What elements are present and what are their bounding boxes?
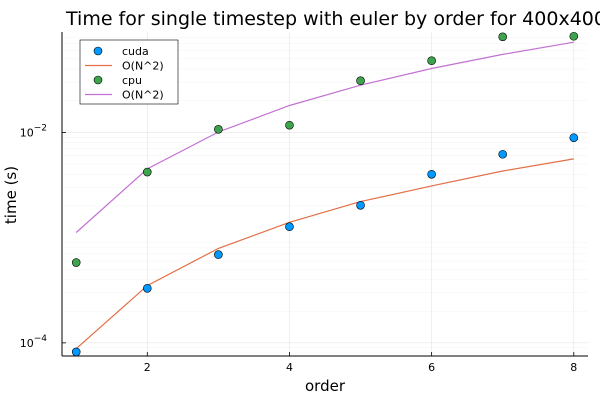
x-tick-label: 2 (144, 361, 151, 374)
series-line (75, 41, 574, 233)
plot-area (71, 31, 579, 357)
data-point (71, 347, 81, 357)
series-line (75, 158, 574, 350)
y-tick-label: 10−4 (20, 334, 48, 350)
data-point (569, 133, 579, 143)
data-point (214, 125, 223, 134)
x-tick-label: 8 (570, 361, 577, 374)
data-point (356, 76, 365, 86)
legend-marker (93, 75, 103, 85)
legend-label: cuda (122, 45, 149, 58)
x-axis-label: order (305, 377, 346, 395)
data-point (498, 149, 508, 159)
legend-label: O(N^2) (122, 89, 164, 102)
data-point (214, 250, 223, 259)
data-point (285, 120, 294, 130)
data-point (427, 169, 436, 179)
x-tick-label: 6 (428, 361, 435, 374)
data-point (71, 258, 81, 267)
chart-title: Time for single timestep with euler by o… (65, 8, 600, 30)
x-tick-label: 4 (286, 361, 293, 374)
data-point (285, 222, 294, 232)
data-point (142, 167, 152, 177)
data-point (569, 31, 579, 41)
legend-label: O(N^2) (122, 60, 164, 73)
data-point (427, 56, 436, 66)
data-point (356, 200, 365, 210)
data-point (142, 283, 152, 293)
legend-marker (93, 46, 103, 56)
y-axis-label: time (s) (2, 166, 20, 224)
grid (62, 32, 588, 356)
data-point (498, 32, 508, 42)
legend-label: cpu (122, 74, 142, 87)
y-tick-label: 10−2 (20, 123, 47, 139)
